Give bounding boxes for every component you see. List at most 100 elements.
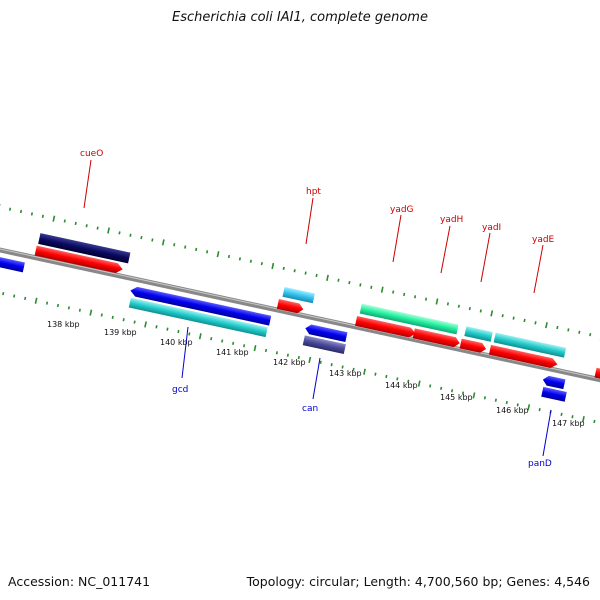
- label-panD[interactable]: panD: [528, 459, 552, 469]
- genome-backbone: [0, 243, 600, 388]
- tick-mark: [78, 308, 81, 312]
- tick-mark: [41, 214, 44, 218]
- gene-cueO-cds[interactable]: [34, 245, 124, 275]
- label-gcd[interactable]: gcd: [172, 385, 188, 395]
- tick-mark: [516, 403, 519, 407]
- tick-mark: [429, 384, 432, 388]
- tick-labels: 138 kbp 139 kbp 140 kbp 141 kbp 142 kbp …: [47, 320, 585, 428]
- tick-mark: [527, 404, 531, 411]
- tick-mark: [330, 363, 333, 367]
- tick-mark: [315, 273, 318, 278]
- forward-strand-genes: [34, 233, 600, 385]
- tick-mark: [319, 360, 322, 364]
- leader-panD: [542, 409, 552, 457]
- tick-mark: [2, 292, 5, 296]
- gene-yadG-cds[interactable]: [355, 315, 417, 339]
- tick-mark: [67, 306, 71, 310]
- label-yadG[interactable]: yadG: [390, 205, 414, 215]
- tick-mark: [297, 355, 300, 360]
- gene-can-cds[interactable]: [302, 335, 346, 354]
- gene-yadI[interactable]: [464, 326, 493, 342]
- tick-mark: [286, 353, 289, 357]
- leader-can: [312, 357, 321, 400]
- gene-hpt-cds[interactable]: [276, 299, 305, 314]
- gene-can[interactable]: [304, 323, 348, 343]
- tick-mark: [413, 295, 417, 299]
- gene-yadG[interactable]: [359, 303, 459, 335]
- tick-mark: [13, 294, 16, 298]
- leader-gcd: [181, 326, 189, 379]
- leader-cueO: [83, 159, 92, 209]
- tick-mark: [129, 233, 132, 237]
- tick-mark: [545, 322, 548, 329]
- label-can[interactable]: can: [302, 404, 318, 414]
- label-yadI[interactable]: yadI: [482, 223, 501, 233]
- tick-mark: [380, 286, 384, 293]
- tick-mark: [326, 274, 329, 281]
- tick-mark: [337, 278, 340, 282]
- tick-mark: [461, 391, 465, 395]
- tick-mark: [89, 309, 93, 316]
- gene-hpt[interactable]: [282, 286, 315, 304]
- label-leader-lines: [83, 159, 552, 457]
- tick-mark: [446, 302, 450, 306]
- tick-label: 147 kbp: [552, 419, 585, 428]
- tick-mark: [195, 247, 198, 252]
- leader-yadI: [480, 232, 491, 283]
- tick-mark: [359, 283, 362, 287]
- tick-mark: [308, 356, 312, 364]
- tick-mark: [363, 368, 366, 375]
- leader-yadE: [533, 244, 544, 294]
- gene-panD[interactable]: [542, 375, 566, 390]
- gene-panD-cds[interactable]: [541, 386, 567, 402]
- gene-cueO[interactable]: [38, 233, 131, 264]
- tick-mark: [96, 226, 99, 230]
- tick-mark: [188, 332, 191, 336]
- tick-mark: [512, 316, 515, 320]
- tick-mark: [242, 344, 246, 348]
- label-yadH[interactable]: yadH: [440, 215, 463, 225]
- label-yadE[interactable]: yadE: [532, 235, 555, 245]
- tick-mark: [238, 257, 242, 261]
- tick-mark: [177, 329, 180, 334]
- gene-gcd[interactable]: [129, 286, 272, 326]
- tick-mark: [253, 345, 257, 352]
- tick-mark: [403, 292, 406, 297]
- tick-mark: [483, 396, 487, 400]
- tick-mark: [417, 380, 421, 387]
- gene-yadE-cds[interactable]: [488, 344, 559, 369]
- gene-yadE[interactable]: [493, 332, 567, 358]
- tick-label: 146 kbp: [496, 406, 529, 415]
- map-title: Escherichia coli IAI1, complete genome: [172, 10, 428, 25]
- tick-label: 138 kbp: [47, 320, 80, 329]
- tick-label: 140 kbp: [160, 338, 193, 347]
- tick-mark: [457, 304, 460, 308]
- tick-mark: [184, 245, 187, 249]
- tick-mark: [275, 351, 279, 355]
- tick-mark: [216, 251, 220, 258]
- tick-mark: [468, 306, 471, 311]
- tick-mark: [479, 309, 482, 313]
- tick-mark: [538, 408, 541, 412]
- leader-hpt: [305, 197, 314, 245]
- gene-yadH-cds[interactable]: [412, 328, 461, 348]
- label-cueO[interactable]: cueO: [80, 149, 103, 159]
- tick-mark: [560, 412, 563, 417]
- gene-gcd-cds[interactable]: [128, 297, 268, 338]
- tick-mark: [63, 219, 66, 223]
- tick-mark: [85, 224, 88, 228]
- tick-mark: [100, 313, 103, 317]
- tick-mark: [249, 259, 252, 263]
- tick-label: 143 kbp: [329, 369, 362, 378]
- gene-yadI-cds[interactable]: [459, 338, 488, 354]
- tick-mark: [260, 262, 263, 266]
- tick-mark: [567, 328, 570, 332]
- tick-mark: [107, 227, 110, 234]
- tick-mark: [118, 231, 121, 235]
- tick-mark: [271, 262, 275, 270]
- tick-mark: [19, 209, 23, 214]
- tick-mark: [341, 365, 344, 369]
- tick-label: 139 kbp: [104, 328, 137, 337]
- label-hpt[interactable]: hpt: [306, 187, 321, 197]
